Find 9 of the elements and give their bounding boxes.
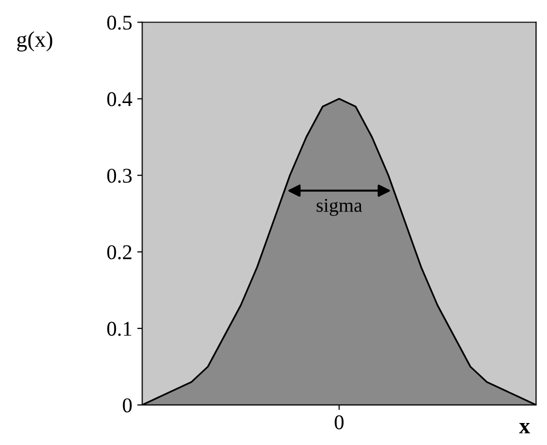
y-tick-label: 0.4 <box>107 92 132 106</box>
y-tick-label: 0.2 <box>107 245 132 260</box>
annotation: sigma <box>316 198 362 216</box>
x-axis-title: x <box>519 423 530 434</box>
y-tick-label: 0.1 <box>107 322 132 336</box>
y-tick-label: 0.3 <box>107 168 132 183</box>
y-axis-title: g(x) <box>17 31 52 52</box>
y-tick-label: 0.5 <box>107 16 132 30</box>
y-tick-label: 0 <box>122 398 132 412</box>
